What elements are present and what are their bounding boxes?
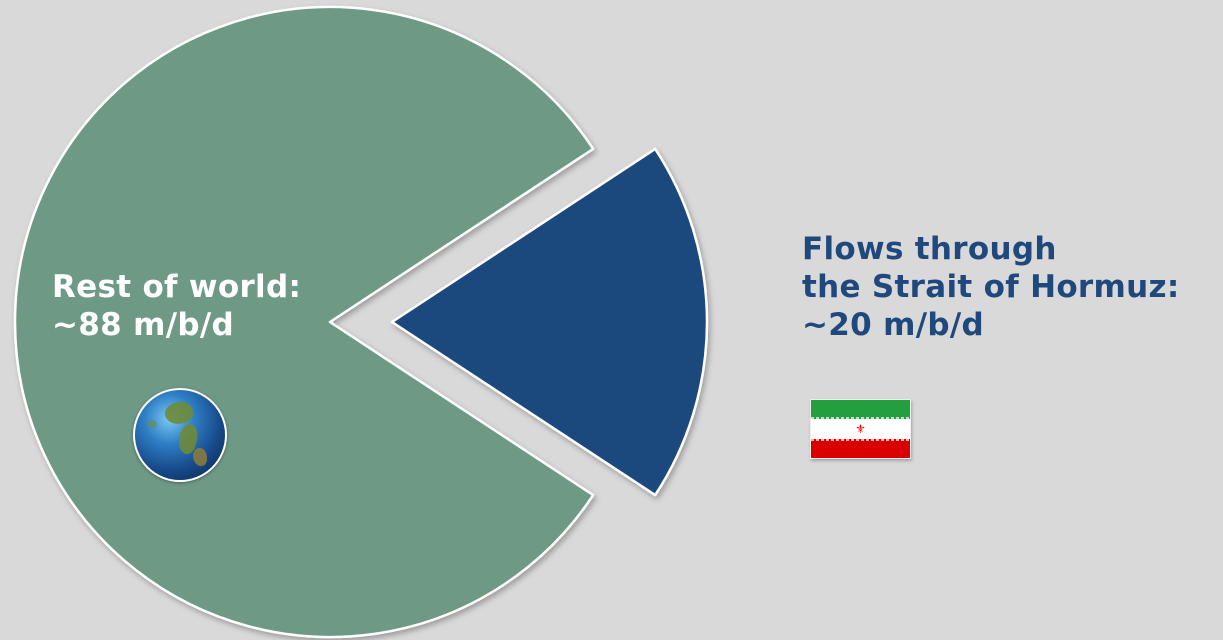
globe-icon [133, 388, 227, 482]
iran-flag-icon: ⚜ [810, 399, 911, 459]
pie-slice-rest-of-world [13, 5, 595, 639]
rest-of-world-value: ~88 m/b/d [52, 307, 234, 343]
rest-of-world-label-line1: Rest of world: [52, 269, 302, 305]
pie-slice-hormuz [390, 147, 709, 497]
hormuz-label-line2: the Strait of Hormuz: [802, 269, 1180, 305]
hormuz-label-line1: Flows through [802, 231, 1057, 267]
hormuz-value: ~20 m/b/d [802, 307, 984, 343]
hormuz-label: Flows through the Strait of Hormuz: ~20 … [802, 230, 1180, 344]
rest-of-world-label: Rest of world: ~88 m/b/d [52, 268, 301, 344]
